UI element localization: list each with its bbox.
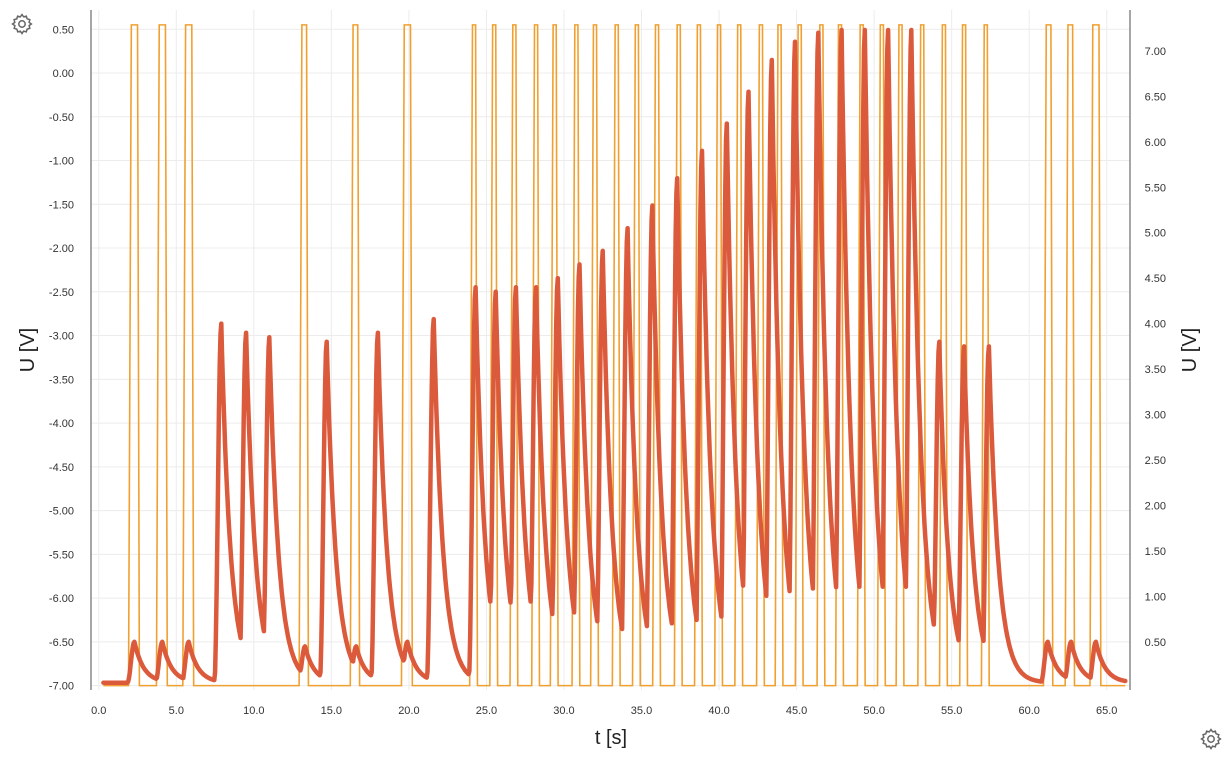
- left-y-tick-label: -6.00: [49, 593, 74, 605]
- left-y-tick-label: -4.00: [49, 418, 74, 430]
- right-y-tick-label: 1.00: [1145, 591, 1166, 603]
- x-tick-label: 20.0: [398, 705, 419, 717]
- right-y-tick-label: 4.00: [1145, 319, 1166, 331]
- left-y-tick-label: -1.50: [49, 199, 74, 211]
- left-y-tick-label: -7.00: [49, 681, 74, 693]
- right-y-tick-label: 0.50: [1145, 637, 1166, 649]
- right-y-tick-label: 6.50: [1145, 91, 1166, 103]
- x-axis-title: t [s]: [595, 727, 627, 749]
- x-tick-label: 15.0: [321, 705, 342, 717]
- x-tick-label: 0.0: [91, 705, 106, 717]
- right-y-axis-title: U [V]: [1179, 328, 1201, 372]
- x-tick-label: 5.0: [169, 705, 184, 717]
- x-tick-label: 65.0: [1096, 705, 1117, 717]
- right-y-tick-label: 2.00: [1145, 500, 1166, 512]
- x-tick-label: 30.0: [553, 705, 574, 717]
- left-y-tick-label: -4.50: [49, 462, 74, 474]
- left-y-tick-label: -2.00: [49, 243, 74, 255]
- right-y-tick-label: 6.00: [1145, 137, 1166, 149]
- gear-icon[interactable]: [1199, 727, 1223, 751]
- left-y-tick-label: -3.50: [49, 374, 74, 386]
- right-y-tick-label: 4.50: [1145, 273, 1166, 285]
- left-y-axis-ticks: 0.50 0.00 -0.50 -1.00 -1.50 -2.00 -2.50 -3.00 -3…: [49, 24, 74, 692]
- plot-area: [101, 24, 1128, 687]
- x-tick-label: 40.0: [708, 705, 729, 717]
- x-tick-label: 10.0: [243, 705, 264, 717]
- x-axis-ticks: 0.0 5.0 10.0 15.0 20.0 25.0 30.0 35.0 40.0 45.0 50…: [91, 705, 1117, 717]
- x-tick-label: 45.0: [786, 705, 807, 717]
- left-y-tick-label: -3.00: [49, 331, 74, 343]
- right-y-tick-label: 2.50: [1145, 455, 1166, 467]
- right-y-tick-label: 3.00: [1145, 410, 1166, 422]
- x-tick-label: 60.0: [1018, 705, 1039, 717]
- response-series-line: [101, 27, 1128, 685]
- right-y-tick-label: 5.00: [1145, 228, 1166, 240]
- right-y-tick-label: 1.50: [1145, 546, 1166, 558]
- left-y-tick-label: 0.50: [53, 24, 74, 36]
- right-y-tick-label: 7.00: [1145, 46, 1166, 58]
- left-y-tick-label: -5.00: [49, 506, 74, 518]
- x-tick-label: 50.0: [863, 705, 884, 717]
- x-tick-label: 55.0: [941, 705, 962, 717]
- gear-icon[interactable]: [10, 12, 34, 36]
- left-y-tick-label: -6.50: [49, 637, 74, 649]
- right-y-axis-ticks: 7.00 6.50 6.00 5.50 5.00 4.50 4.00 3.50 3.00 2.50…: [1145, 46, 1166, 649]
- left-y-tick-label: -5.50: [49, 549, 74, 561]
- left-y-tick-label: -0.50: [49, 112, 74, 124]
- left-y-tick-label: 0.00: [53, 68, 74, 80]
- left-y-tick-label: -1.00: [49, 156, 74, 168]
- left-y-tick-label: -2.50: [49, 287, 74, 299]
- left-y-axis-title: U [V]: [17, 328, 39, 372]
- x-tick-label: 35.0: [631, 705, 652, 717]
- right-y-tick-label: 3.50: [1145, 364, 1166, 376]
- right-y-tick-label: 5.50: [1145, 182, 1166, 194]
- x-tick-label: 25.0: [476, 705, 497, 717]
